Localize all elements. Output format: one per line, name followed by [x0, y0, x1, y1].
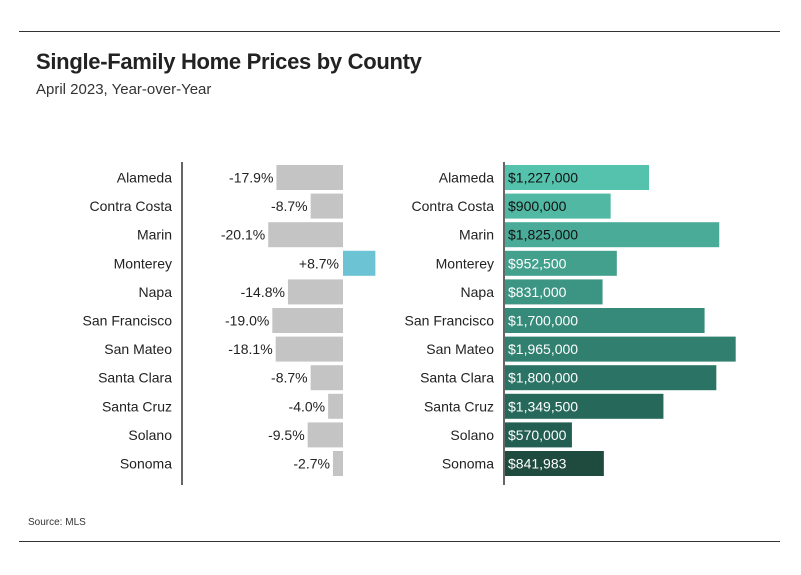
right-category-label-san-francisco: San Francisco [405, 313, 495, 329]
left-category-label-solano: Solano [128, 427, 172, 443]
left-category-label-marin: Marin [137, 227, 172, 243]
left-category-label-contra-costa: Contra Costa [90, 198, 173, 214]
price-bar-san-mateo [505, 336, 736, 362]
yoy-value-label-monterey: +8.7% [299, 255, 339, 271]
price-bar-monterey [505, 250, 617, 276]
price-bar-san-francisco [505, 308, 705, 333]
right-category-label-napa: Napa [461, 284, 495, 300]
median-price-chart: Alameda $1,227,000 Contra Costa $900,000 Mar… [405, 162, 736, 485]
yoy-value-label-santa-cruz: -4.0% [289, 398, 326, 414]
left-category-label-san-francisco: San Francisco [83, 313, 173, 329]
yoy-value-label-san-mateo: -18.1% [228, 341, 272, 357]
right-category-label-monterey: Monterey [436, 255, 494, 271]
price-bar-santa-clara [505, 365, 717, 391]
right-category-label-marin: Marin [459, 227, 494, 243]
yoy-value-label-san-francisco: -19.0% [225, 313, 269, 329]
price-bar-alameda [505, 165, 650, 190]
yoy-value-label-santa-clara: -8.7% [271, 370, 308, 386]
yoy-value-label-sonoma: -2.7% [293, 456, 330, 472]
left-category-label-alameda: Alameda [117, 170, 172, 186]
right-category-label-solano: Solano [450, 427, 494, 443]
price-bar-marin [505, 222, 720, 248]
price-bar-santa-cruz [505, 393, 664, 419]
left-category-label-san-mateo: San Mateo [104, 341, 172, 357]
yoy-bar-contra-costa [310, 193, 343, 219]
price-value-label-marin: $1,825,000 [508, 227, 578, 243]
price-value-label-alameda: $1,227,000 [508, 170, 578, 186]
yoy-value-label-napa: -14.8% [241, 284, 285, 300]
yoy-bar-napa [287, 279, 343, 305]
price-value-label-napa: $831,000 [508, 284, 567, 300]
price-bar-sonoma [505, 451, 604, 476]
right-category-label-san-mateo: San Mateo [426, 341, 494, 357]
price-value-label-monterey: $952,500 [508, 255, 567, 271]
chart-subtitle: April 2023, Year-over-Year [36, 81, 212, 98]
yoy-bar-santa-clara [310, 365, 343, 391]
right-category-label-santa-cruz: Santa Cruz [424, 398, 494, 414]
yoy-change-chart: Alameda -17.9% Contra Costa -8.7% Marin -20.1… [83, 162, 376, 485]
price-value-label-solano: $570,000 [508, 427, 567, 443]
yoy-value-label-alameda: -17.9% [229, 170, 273, 186]
left-category-label-monterey: Monterey [114, 255, 172, 271]
price-value-label-contra-costa: $900,000 [508, 198, 567, 214]
yoy-bar-sonoma [332, 451, 343, 476]
left-category-label-santa-clara: Santa Clara [98, 370, 172, 386]
top-rule [19, 31, 780, 32]
yoy-bar-san-mateo [275, 336, 343, 362]
yoy-value-label-marin: -20.1% [221, 227, 265, 243]
price-bar-napa [505, 279, 603, 305]
left-category-label-sonoma: Sonoma [120, 456, 172, 472]
price-value-label-san-mateo: $1,965,000 [508, 341, 578, 357]
right-category-label-sonoma: Sonoma [442, 456, 494, 472]
yoy-bar-santa-cruz [328, 393, 343, 419]
yoy-bar-san-francisco [272, 308, 343, 333]
price-value-label-santa-clara: $1,800,000 [508, 370, 578, 386]
left-category-label-napa: Napa [139, 284, 173, 300]
price-bar-solano [505, 422, 572, 448]
right-category-label-santa-clara: Santa Clara [420, 370, 494, 386]
bottom-rule [19, 541, 780, 542]
chart-title: Single-Family Home Prices by County [36, 49, 422, 74]
yoy-bar-monterey [343, 250, 376, 276]
left-category-label-santa-cruz: Santa Cruz [102, 398, 172, 414]
source-note: Source: MLS [28, 517, 86, 528]
yoy-bar-solano [307, 422, 343, 448]
yoy-bar-marin [268, 222, 343, 248]
yoy-value-label-contra-costa: -8.7% [271, 198, 308, 214]
yoy-value-label-solano: -9.5% [268, 427, 305, 443]
right-category-label-contra-costa: Contra Costa [412, 198, 495, 214]
right-category-label-alameda: Alameda [439, 170, 494, 186]
price-value-label-sonoma: $841,983 [508, 456, 567, 472]
price-bar-contra-costa [505, 193, 611, 219]
price-value-label-santa-cruz: $1,349,500 [508, 398, 578, 414]
price-value-label-san-francisco: $1,700,000 [508, 313, 578, 329]
yoy-bar-alameda [276, 165, 343, 190]
